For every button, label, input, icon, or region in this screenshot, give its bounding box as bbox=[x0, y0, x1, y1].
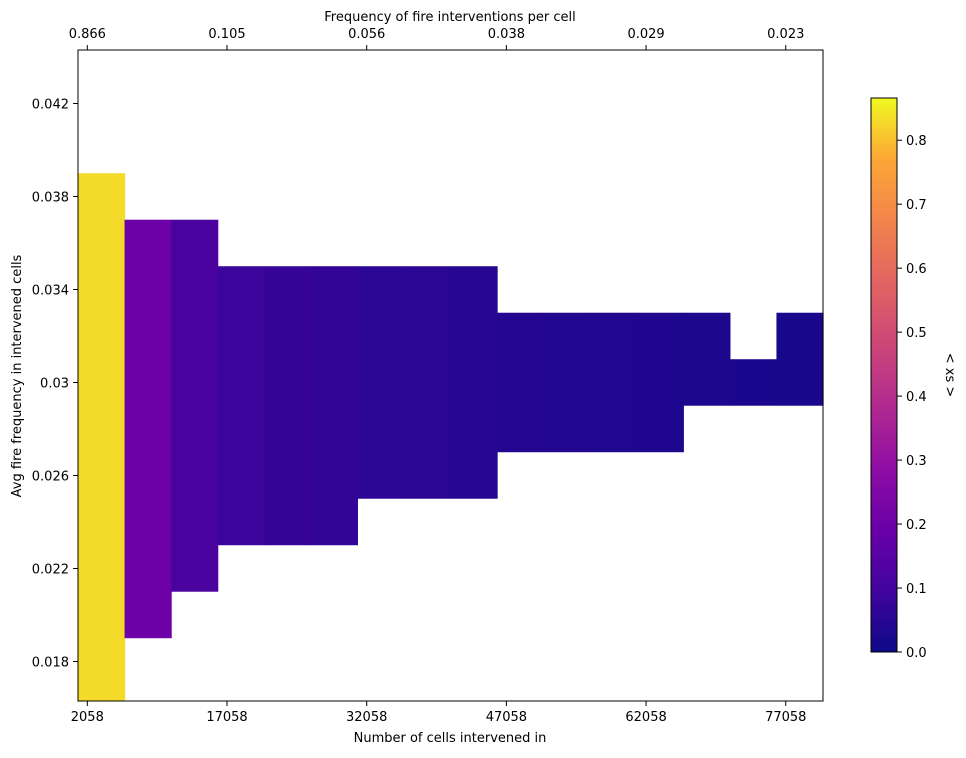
colorbar-tick-label: 0.0 bbox=[906, 646, 927, 661]
heatmap-cell bbox=[590, 312, 638, 453]
heatmap-cell bbox=[403, 266, 452, 499]
top-tick-label: 0.029 bbox=[627, 27, 664, 42]
heatmap-cell bbox=[171, 219, 219, 592]
heatmap-cell bbox=[497, 312, 545, 453]
y-axis-label: Avg fire frequency in intervened cells bbox=[10, 254, 25, 497]
x-tick-label: 62058 bbox=[625, 710, 666, 725]
colorbar-tick-label: 0.7 bbox=[906, 198, 927, 213]
heatmap-cell bbox=[357, 266, 405, 499]
top-axis-ticks: 0.866 0.105 0.056 0.038 0.029 0.023 bbox=[69, 27, 804, 50]
heatmap-cell bbox=[78, 173, 126, 702]
colorbar-tick-label: 0.8 bbox=[906, 134, 927, 149]
y-tick-label: 0.026 bbox=[32, 469, 69, 484]
top-tick-label: 0.105 bbox=[208, 27, 245, 42]
y-tick-label: 0.018 bbox=[32, 655, 69, 670]
y-tick-label: 0.038 bbox=[32, 190, 69, 205]
x-tick-label: 32058 bbox=[346, 710, 387, 725]
heatmap-cell bbox=[683, 312, 731, 406]
top-axis-label: Frequency of fire interventions per cell bbox=[324, 10, 575, 25]
top-tick-label: 0.023 bbox=[767, 27, 804, 42]
heatmap-cell bbox=[776, 312, 824, 406]
heatmap-cell bbox=[450, 266, 498, 499]
colorbar-ticks: 0.0 0.1 0.2 0.3 0.4 0.5 0.6 0.7 0.8 bbox=[897, 134, 927, 661]
x-tick-label: 47058 bbox=[486, 710, 527, 725]
y-tick-label: 0.042 bbox=[32, 97, 69, 112]
colorbar-tick-label: 0.2 bbox=[906, 518, 927, 533]
y-axis-ticks: 0.018 0.022 0.026 0.03 0.034 0.038 0.042 bbox=[32, 97, 78, 670]
colorbar-label: < xs > bbox=[942, 353, 957, 398]
heatmap-cell bbox=[636, 312, 684, 453]
colorbar-tick-label: 0.6 bbox=[906, 262, 927, 277]
heatmap-cell bbox=[543, 312, 591, 453]
heatmap-cells bbox=[78, 173, 824, 702]
top-tick-label: 0.038 bbox=[488, 27, 525, 42]
x-axis-ticks: 2058 17058 32058 47058 62058 77058 bbox=[71, 701, 806, 725]
colorbar-tick-label: 0.1 bbox=[906, 582, 927, 597]
colorbar bbox=[870, 97, 898, 653]
x-tick-label: 2058 bbox=[71, 710, 104, 725]
x-tick-label: 17058 bbox=[206, 710, 247, 725]
top-tick-label: 0.866 bbox=[69, 27, 106, 42]
y-tick-label: 0.034 bbox=[32, 283, 69, 298]
x-tick-label: 77058 bbox=[765, 710, 806, 725]
colorbar-tick-label: 0.5 bbox=[906, 326, 927, 341]
heatmap-cell bbox=[264, 266, 312, 546]
y-tick-label: 0.03 bbox=[40, 376, 69, 391]
heatmap-cell bbox=[124, 219, 172, 639]
heatmap-cell bbox=[310, 266, 358, 546]
x-axis-label: Number of cells intervened in bbox=[354, 731, 547, 746]
heatmap-cell bbox=[217, 266, 265, 546]
top-tick-label: 0.056 bbox=[348, 27, 385, 42]
heatmap-cell bbox=[729, 359, 778, 406]
colorbar-tick-label: 0.3 bbox=[906, 454, 927, 469]
plot-frame bbox=[77, 49, 824, 702]
colorbar-tick-label: 0.4 bbox=[906, 390, 927, 405]
y-tick-label: 0.022 bbox=[32, 562, 69, 577]
